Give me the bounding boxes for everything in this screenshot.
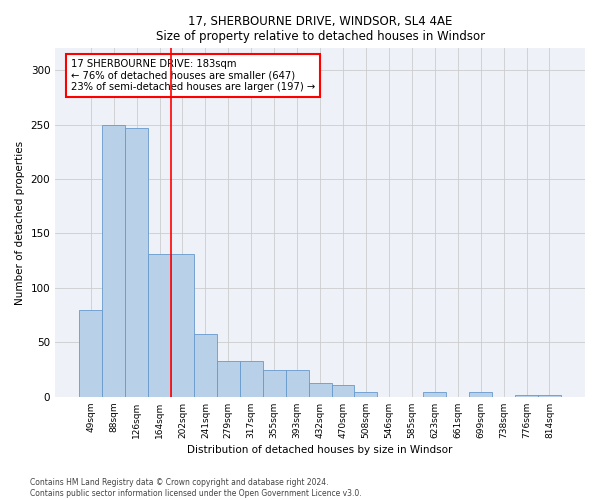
Y-axis label: Number of detached properties: Number of detached properties — [15, 140, 25, 304]
X-axis label: Distribution of detached houses by size in Windsor: Distribution of detached houses by size … — [187, 445, 453, 455]
Bar — [171, 254, 194, 397]
Bar — [515, 394, 538, 397]
Bar — [538, 394, 561, 397]
Bar — [194, 334, 217, 397]
Bar — [308, 382, 332, 397]
Bar — [102, 124, 125, 397]
Text: 17 SHERBOURNE DRIVE: 183sqm
← 76% of detached houses are smaller (647)
23% of se: 17 SHERBOURNE DRIVE: 183sqm ← 76% of det… — [71, 59, 316, 92]
Bar — [148, 254, 171, 397]
Text: Contains HM Land Registry data © Crown copyright and database right 2024.
Contai: Contains HM Land Registry data © Crown c… — [30, 478, 362, 498]
Bar — [355, 392, 377, 397]
Bar — [125, 128, 148, 397]
Bar — [423, 392, 446, 397]
Bar — [240, 361, 263, 397]
Bar — [332, 385, 355, 397]
Bar — [263, 370, 286, 397]
Bar — [79, 310, 102, 397]
Bar — [469, 392, 492, 397]
Bar — [286, 370, 308, 397]
Title: 17, SHERBOURNE DRIVE, WINDSOR, SL4 4AE
Size of property relative to detached hou: 17, SHERBOURNE DRIVE, WINDSOR, SL4 4AE S… — [155, 15, 485, 43]
Bar — [217, 361, 240, 397]
